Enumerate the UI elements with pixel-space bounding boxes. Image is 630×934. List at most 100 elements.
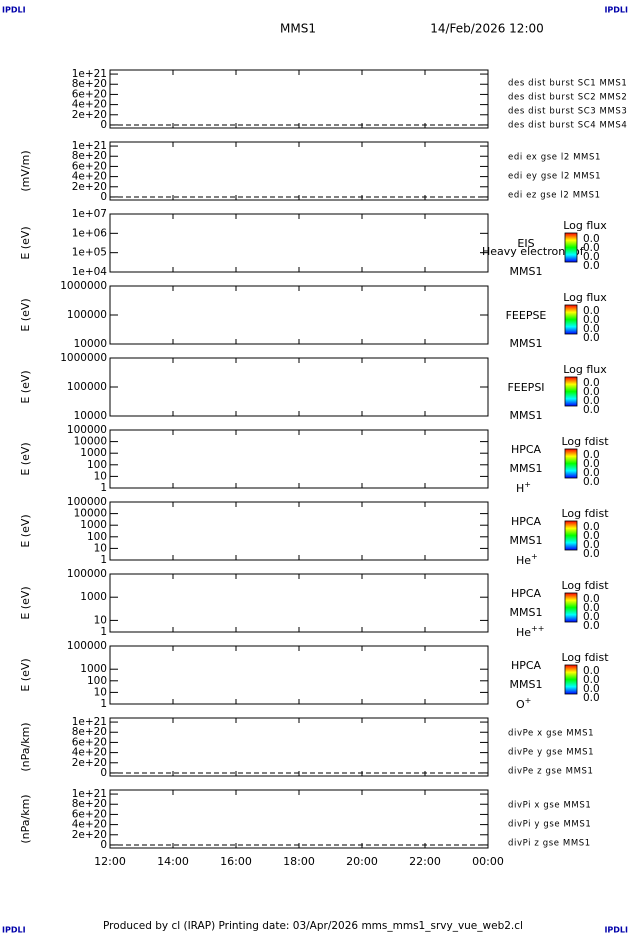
y-tick-label: 1e+06: [72, 227, 108, 239]
y-tick-label: 6e+20: [72, 160, 107, 172]
species-label: He+: [516, 552, 538, 568]
colorbar-label: 0.0: [583, 449, 600, 461]
instrument-label: MMS1: [510, 606, 543, 619]
colorbar-label: 0.0: [583, 602, 600, 614]
instrument-label: MMS1: [510, 462, 543, 475]
y-tick-label: 1e+05: [72, 247, 107, 259]
x-tick-label: 00:00: [472, 855, 504, 868]
colorbar-label: 0.0: [583, 332, 600, 344]
y-tick-label: 1000: [80, 447, 107, 459]
x-tick-label: 20:00: [346, 855, 378, 868]
series-label: edi ex gse l2 MMS1: [508, 153, 601, 163]
y-tick-label: 0: [100, 767, 107, 779]
colorbar-label: 0.0: [583, 467, 600, 479]
colorbar-label: 0.0: [583, 611, 600, 623]
species: H: [516, 482, 524, 495]
y-tick-label: 100: [87, 531, 107, 543]
colorbar-label: 0.0: [583, 305, 600, 317]
y-tick-label: 1000: [80, 663, 107, 675]
colorbar-title: Log flux: [563, 291, 607, 304]
panel-frame: [109, 69, 489, 129]
colorbar-title: Log fdist: [561, 579, 609, 592]
species-label: He++: [516, 624, 544, 640]
instrument-label: HPCA: [511, 587, 542, 600]
panel-frame: [109, 357, 489, 417]
y-tick-label: 0: [100, 191, 107, 203]
colorbar-title: Log flux: [563, 219, 607, 232]
y-axis-label: E (eV): [19, 514, 32, 547]
species: O: [516, 698, 525, 711]
y-tick-label: 10000: [74, 338, 107, 350]
series-label: edi ey gse l2 MMS1: [508, 172, 601, 182]
y-tick-label: 100: [87, 675, 107, 687]
y-tick-label: 10: [94, 470, 107, 482]
y-tick-label: 8e+20: [72, 798, 107, 810]
y-tick-label: 100000: [67, 309, 107, 321]
x-tick-label: 22:00: [409, 855, 441, 868]
y-tick-label: 6e+20: [72, 808, 107, 820]
y-tick-label: 1e+21: [72, 716, 107, 728]
y-tick-label: 1e+21: [72, 68, 107, 80]
colorbar-label: 0.0: [583, 692, 600, 704]
instrument-label: MMS1: [510, 337, 543, 350]
colorbar-label: 0.0: [583, 251, 600, 263]
colorbar-title: Log flux: [563, 363, 607, 376]
panel-frame: [109, 501, 489, 561]
y-tick-label: 1000: [80, 591, 107, 603]
colorbar-label: 0.0: [583, 674, 600, 686]
instrument-label: MMS1: [510, 534, 543, 547]
logo: IPDLI: [2, 6, 26, 15]
y-tick-label: 8e+20: [72, 726, 107, 738]
y-tick-label: 10: [94, 614, 107, 626]
colorbar-label: 0.0: [583, 233, 600, 245]
instrument-label: MMS1: [510, 409, 543, 422]
colorbar-label: 0.0: [583, 548, 600, 560]
spacecraft: MMS1: [280, 22, 316, 36]
y-tick-label: 1: [100, 698, 107, 710]
x-tick-label: 16:00: [220, 855, 252, 868]
colorbar-title: Log fdist: [561, 507, 609, 520]
charge: ++: [531, 624, 544, 633]
y-tick-label: 0: [100, 839, 107, 851]
y-axis-label: E (eV): [19, 298, 32, 331]
y-tick-label: 10000: [74, 410, 107, 422]
species: He: [516, 626, 531, 639]
colorbar-label: 0.0: [583, 377, 600, 389]
colorbar: [564, 664, 578, 695]
instrument-label: HPCA: [511, 515, 542, 528]
y-axis-label: (nPa/km): [19, 794, 32, 843]
colorbar: [564, 448, 578, 479]
series-label: des dist burst SC2 MMS2: [508, 93, 627, 103]
instrument-label: HPCA: [511, 659, 542, 672]
y-axis-label: E (eV): [19, 586, 32, 619]
y-tick-label: 6e+20: [72, 736, 107, 748]
colorbar-label: 0.0: [583, 395, 600, 407]
instrument-label: FEEPSI: [507, 381, 544, 394]
instrument-label: FEEPSE: [506, 309, 547, 322]
colorbar: [564, 376, 578, 407]
y-tick-label: 1: [100, 626, 107, 638]
colorbar-title: Log fdist: [561, 651, 609, 664]
y-tick-label: 100000: [67, 640, 107, 652]
colorbar-label: 0.0: [583, 521, 600, 533]
y-tick-label: 2e+20: [72, 181, 107, 193]
colorbar-label: 0.0: [583, 620, 600, 632]
panel-frame: [109, 789, 489, 849]
species-label: O+: [516, 696, 531, 712]
y-axis-label: (nPa/km): [19, 722, 32, 771]
y-tick-label: 1e+04: [72, 266, 108, 278]
y-axis-label: (mV/m): [19, 150, 32, 191]
colorbar-label: 0.0: [583, 476, 600, 488]
y-tick-label: 4e+20: [72, 819, 107, 831]
colorbar-label: 0.0: [583, 323, 600, 335]
y-tick-label: 1e+21: [72, 788, 107, 800]
panel-frame: [109, 645, 489, 705]
series-label: edi ez gse l2 MMS1: [508, 191, 601, 201]
series-label: divPe x gse MMS1: [508, 729, 594, 739]
y-tick-label: 1e+21: [72, 140, 107, 152]
colorbar: [564, 520, 578, 551]
y-tick-label: 8e+20: [72, 78, 107, 90]
series-label: des dist burst SC1 MMS1: [508, 79, 627, 89]
y-tick-label: 4e+20: [72, 99, 107, 111]
